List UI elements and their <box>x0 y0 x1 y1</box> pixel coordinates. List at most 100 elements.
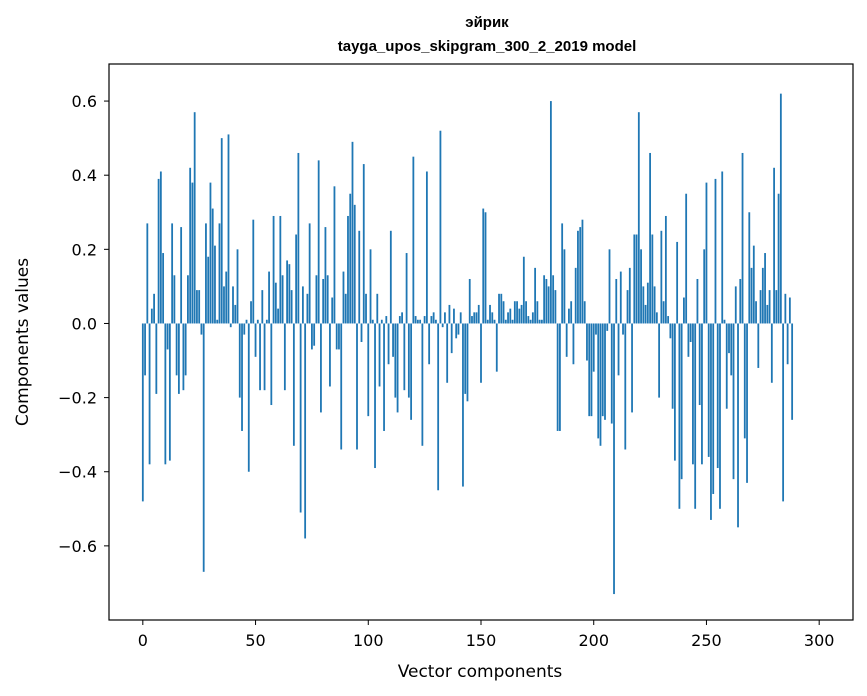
bar <box>295 234 298 324</box>
bar <box>184 323 187 376</box>
bar <box>637 112 640 324</box>
bar <box>455 323 458 339</box>
bar <box>491 312 494 324</box>
bar <box>297 152 300 324</box>
bar <box>446 323 449 383</box>
bar <box>398 316 401 324</box>
bar <box>166 323 169 350</box>
bar <box>549 101 552 324</box>
bar <box>369 249 372 324</box>
bar <box>653 286 656 324</box>
bar <box>394 323 397 398</box>
bar <box>187 275 189 324</box>
bar <box>581 219 584 324</box>
bar <box>331 297 334 324</box>
bar <box>586 323 588 361</box>
bar <box>531 312 534 324</box>
bar <box>299 323 302 513</box>
bar <box>671 323 674 409</box>
bar <box>428 323 431 365</box>
bar <box>421 323 424 446</box>
bar <box>561 223 564 324</box>
bar <box>191 182 194 324</box>
bar <box>234 304 237 324</box>
bars-group <box>141 93 794 595</box>
bar <box>543 275 546 324</box>
bar <box>651 234 654 324</box>
x-tick-label: 0 <box>138 631 148 650</box>
bar <box>572 323 575 365</box>
bar <box>144 323 146 376</box>
bar <box>238 323 241 398</box>
bar <box>157 178 160 324</box>
bar <box>464 323 467 394</box>
bar <box>462 323 464 487</box>
bar <box>416 319 419 324</box>
bar <box>701 323 703 465</box>
bar <box>304 323 307 539</box>
bar <box>516 301 518 324</box>
bar <box>349 193 352 324</box>
bar <box>631 323 633 413</box>
bar <box>315 275 318 324</box>
bar <box>227 134 230 324</box>
bar <box>511 319 514 324</box>
bar <box>574 267 577 324</box>
x-tick-label: 250 <box>691 631 722 650</box>
bar <box>268 271 270 324</box>
bar <box>775 290 778 324</box>
bar <box>777 193 780 324</box>
bar <box>392 323 394 357</box>
bar <box>468 278 471 324</box>
bar <box>311 323 313 350</box>
bar <box>610 323 613 424</box>
bar <box>570 301 573 324</box>
bar <box>748 212 751 324</box>
bar <box>624 323 627 450</box>
bar <box>592 323 595 372</box>
bar <box>664 215 667 324</box>
bar <box>694 323 697 509</box>
bar <box>473 312 476 324</box>
bar <box>182 323 185 391</box>
bar <box>435 319 437 324</box>
bar <box>622 323 624 335</box>
bar <box>529 319 532 324</box>
bar <box>340 323 343 450</box>
bar <box>619 271 622 324</box>
bar <box>644 304 647 324</box>
bar <box>759 290 762 324</box>
bar <box>338 323 340 350</box>
bar <box>229 323 232 328</box>
bar <box>356 323 358 450</box>
bar <box>437 323 440 491</box>
bar <box>725 323 728 409</box>
bar <box>597 323 600 439</box>
bar <box>538 319 541 324</box>
bar <box>633 234 636 324</box>
bar <box>660 230 663 324</box>
bar <box>534 267 537 324</box>
bar <box>779 93 782 324</box>
x-axis-label: Vector components <box>398 662 563 682</box>
bar <box>746 323 748 483</box>
bar <box>518 308 521 324</box>
bar <box>583 301 586 324</box>
bar <box>714 178 717 324</box>
bar <box>563 249 566 324</box>
bar <box>676 241 679 324</box>
bar <box>200 323 203 335</box>
bar <box>698 323 701 406</box>
bar <box>712 323 715 494</box>
bar <box>755 301 757 324</box>
bar <box>536 301 539 324</box>
bar <box>705 182 708 324</box>
bar <box>175 323 178 376</box>
bar <box>719 323 721 509</box>
bar <box>232 286 234 324</box>
bar <box>193 112 196 324</box>
bar <box>732 323 735 480</box>
bar <box>286 260 289 324</box>
bar <box>696 278 699 324</box>
